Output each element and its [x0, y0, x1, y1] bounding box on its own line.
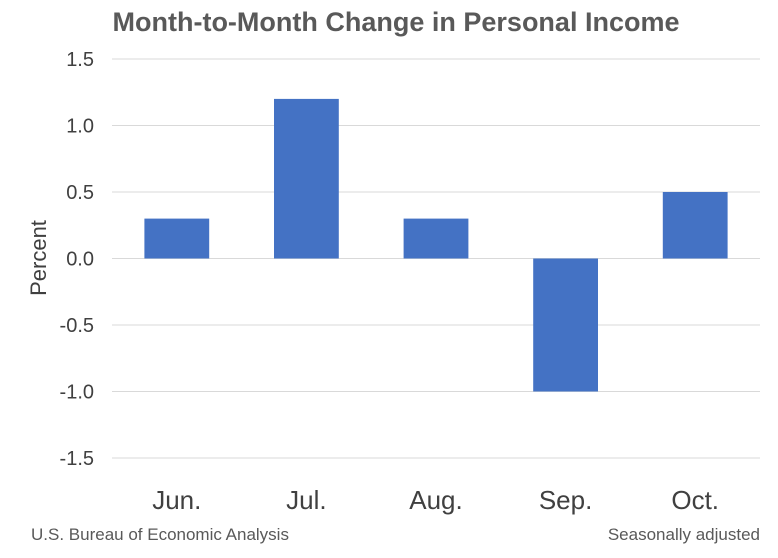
bar-oct: [662, 192, 728, 259]
y-tick-label: -1.5: [60, 448, 94, 470]
y-tick-label: 1.0: [66, 116, 94, 138]
y-tick-label: 0.0: [66, 249, 94, 271]
y-tick-label: -1.0: [60, 382, 94, 404]
bar-aug: [403, 218, 469, 259]
x-axis-tick-labels: Jun. Jul. Aug. Sep. Oct.: [152, 485, 719, 515]
bars: [144, 98, 728, 392]
y-axis-tick-labels: 1.5 1.0 0.5 0.0 -0.5 -1.0 -1.5: [60, 49, 94, 470]
bar-jul: [274, 98, 339, 259]
x-tick-label: Jun.: [152, 485, 201, 515]
x-tick-label: Jul.: [286, 485, 326, 515]
x-tick-label: Oct.: [671, 485, 719, 515]
y-tick-label: 0.5: [66, 182, 94, 204]
bar-sep: [533, 258, 598, 392]
y-tick-label: 1.5: [66, 49, 94, 71]
chart-title: Month-to-Month Change in Personal Income: [113, 7, 680, 37]
x-tick-label: Aug.: [409, 485, 463, 515]
x-tick-label: Sep.: [539, 485, 593, 515]
seasonal-adjustment-note: Seasonally adjusted: [608, 525, 760, 544]
y-axis-label: Percent: [26, 220, 51, 296]
bar-jun: [144, 218, 210, 259]
gridlines: [112, 58, 760, 459]
source-note: U.S. Bureau of Economic Analysis: [31, 525, 289, 544]
y-tick-label: -0.5: [60, 315, 94, 337]
